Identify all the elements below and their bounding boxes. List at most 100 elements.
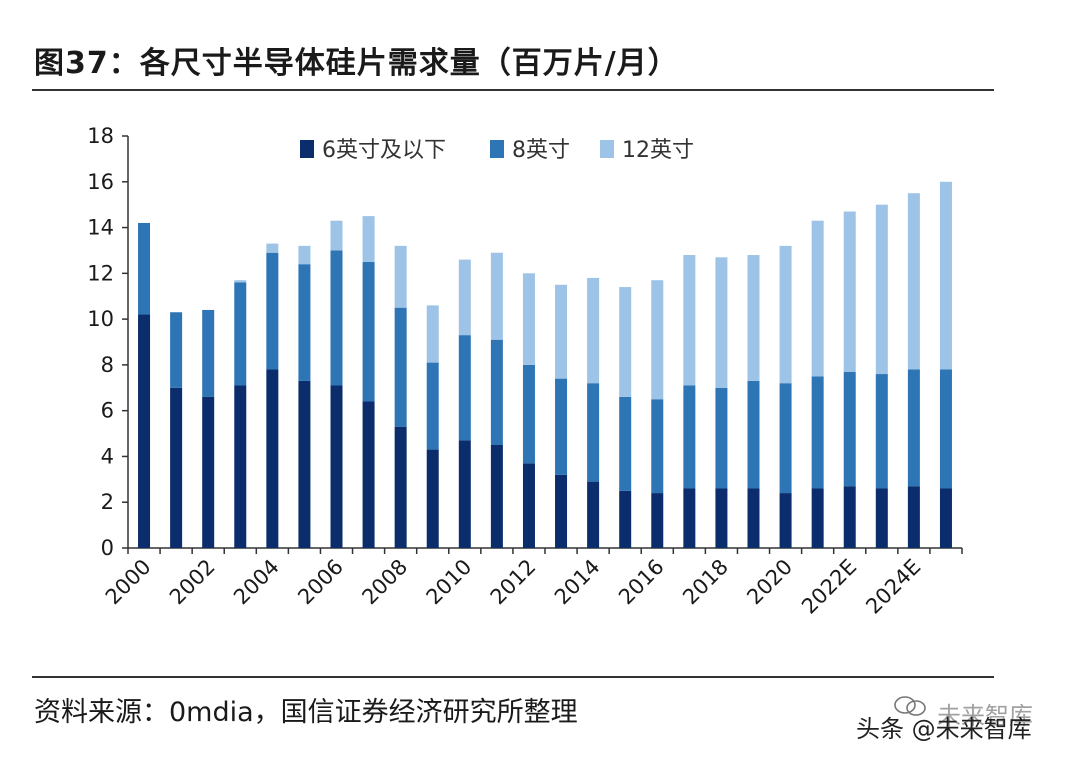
watermark: 头条 @未来智库 xyxy=(856,715,1032,743)
bar-segment-8in xyxy=(266,252,279,370)
bar-segment-6in xyxy=(458,440,471,548)
y-tick-label: 8 xyxy=(101,353,114,377)
bar-segment-6in xyxy=(522,463,535,548)
legend-swatch-8in xyxy=(490,140,504,158)
bar-segment-12in xyxy=(939,181,952,370)
bar-segment-8in xyxy=(458,335,471,441)
chart-title: 图37：各尺寸半导体硅片需求量（百万片/月） xyxy=(34,46,679,81)
x-tick-label: 2004 xyxy=(229,555,284,610)
bar-segment-8in xyxy=(202,309,215,397)
x-tick-label: 2002 xyxy=(165,555,220,610)
bar-segment-12in xyxy=(266,243,279,253)
bar-segment-8in xyxy=(651,399,664,494)
bar-segment-6in xyxy=(170,387,183,548)
bar-segment-8in xyxy=(811,376,824,489)
stacked-bar-chart: 0 2 4 6 8 10 12 14 16 18 2000 2002 2004 2006 2008 2010… xyxy=(87,124,963,619)
bar-segment-8in xyxy=(907,369,920,487)
bar-segment-8in xyxy=(683,385,696,489)
legend-label-8in: 8英寸 xyxy=(512,138,570,163)
x-tick-label: 2000 xyxy=(101,555,156,610)
bar-segment-6in xyxy=(298,380,311,548)
bar-segment-8in xyxy=(330,250,343,386)
bar-segment-8in xyxy=(555,378,568,475)
y-tick-label: 6 xyxy=(101,399,114,423)
bar-segment-12in xyxy=(298,245,311,265)
x-tick-label: 2008 xyxy=(357,555,412,610)
y-tick-label: 14 xyxy=(87,216,114,240)
wechat-logo-icon xyxy=(894,696,926,716)
source-note: 资料来源：0mdia，国信证券经济研究所整理 xyxy=(34,697,578,728)
bar-segment-8in xyxy=(779,383,792,494)
bar-segment-6in xyxy=(362,401,375,548)
bar-segment-8in xyxy=(298,264,311,381)
bar-segment-8in xyxy=(426,362,439,450)
bar-segment-8in xyxy=(234,282,247,386)
y-axis: 0 2 4 6 8 10 12 14 16 18 xyxy=(87,124,129,560)
y-tick-label: 10 xyxy=(87,307,114,331)
bar-segment-12in xyxy=(683,255,696,386)
bar-segment-12in xyxy=(811,220,824,377)
title-divider xyxy=(32,89,994,91)
bar-segment-12in xyxy=(715,257,728,388)
bar-segment-8in xyxy=(587,383,600,482)
legend: 6英寸及以下 8英寸 12英寸 xyxy=(300,138,694,163)
bar-segment-8in xyxy=(843,371,856,487)
y-tick-label: 2 xyxy=(101,490,114,514)
watermark-logo-text: 未来智库 xyxy=(937,702,1033,730)
y-tick-label: 4 xyxy=(101,444,114,468)
bars xyxy=(138,181,952,548)
bar-segment-12in xyxy=(362,216,375,262)
bar-segment-8in xyxy=(138,222,151,315)
bar-segment-6in xyxy=(939,488,952,548)
bar-segment-12in xyxy=(330,220,343,251)
bar-segment-6in xyxy=(587,481,600,548)
bar-segment-12in xyxy=(458,259,471,336)
bar-segment-6in xyxy=(266,369,279,548)
x-tick-label: 2020 xyxy=(742,555,797,610)
bar-segment-12in xyxy=(779,245,792,384)
bar-segment-12in xyxy=(394,245,407,308)
source-divider xyxy=(32,676,994,678)
bar-segment-6in xyxy=(779,493,792,548)
x-tick-label: 2016 xyxy=(614,555,669,610)
bar-segment-12in xyxy=(651,280,664,400)
bar-segment-6in xyxy=(394,426,407,548)
bar-segment-6in xyxy=(907,486,920,548)
bar-segment-6in xyxy=(555,474,568,548)
bar-segment-12in xyxy=(555,284,568,379)
bar-segment-6in xyxy=(330,385,343,548)
bar-segment-8in xyxy=(362,261,375,402)
legend-label-12in: 12英寸 xyxy=(622,138,694,163)
y-tick-label: 16 xyxy=(87,170,114,194)
bar-segment-8in xyxy=(747,380,760,489)
y-tick-label: 12 xyxy=(87,261,114,285)
bar-segment-6in xyxy=(811,488,824,548)
bar-segment-12in xyxy=(234,280,247,283)
bar-segment-8in xyxy=(522,364,535,464)
bar-segment-6in xyxy=(619,490,632,548)
bar-segment-8in xyxy=(875,374,888,489)
bar-segment-12in xyxy=(619,287,632,397)
legend-swatch-12in xyxy=(600,140,614,158)
bar-segment-8in xyxy=(394,307,407,427)
bar-segment-8in xyxy=(715,387,728,489)
bar-segment-8in xyxy=(619,396,632,491)
bar-segment-12in xyxy=(875,204,888,375)
bar-segment-6in xyxy=(138,314,151,548)
bar-segment-12in xyxy=(490,252,503,340)
x-tick-label: 2024E xyxy=(861,555,925,619)
x-tick-label: 2012 xyxy=(486,555,541,610)
bar-segment-12in xyxy=(907,193,920,370)
bar-segment-6in xyxy=(426,449,439,548)
bar-segment-12in xyxy=(522,273,535,365)
bar-segment-6in xyxy=(747,488,760,548)
y-tick-label: 18 xyxy=(87,124,114,148)
bar-segment-6in xyxy=(683,488,696,548)
x-tick-label: 2010 xyxy=(422,555,477,610)
bar-segment-6in xyxy=(202,396,215,548)
x-tick-label: 2006 xyxy=(293,555,348,610)
bar-segment-6in xyxy=(715,488,728,548)
bar-segment-12in xyxy=(587,277,600,384)
bar-segment-8in xyxy=(490,339,503,445)
y-tick-label: 0 xyxy=(101,536,114,560)
